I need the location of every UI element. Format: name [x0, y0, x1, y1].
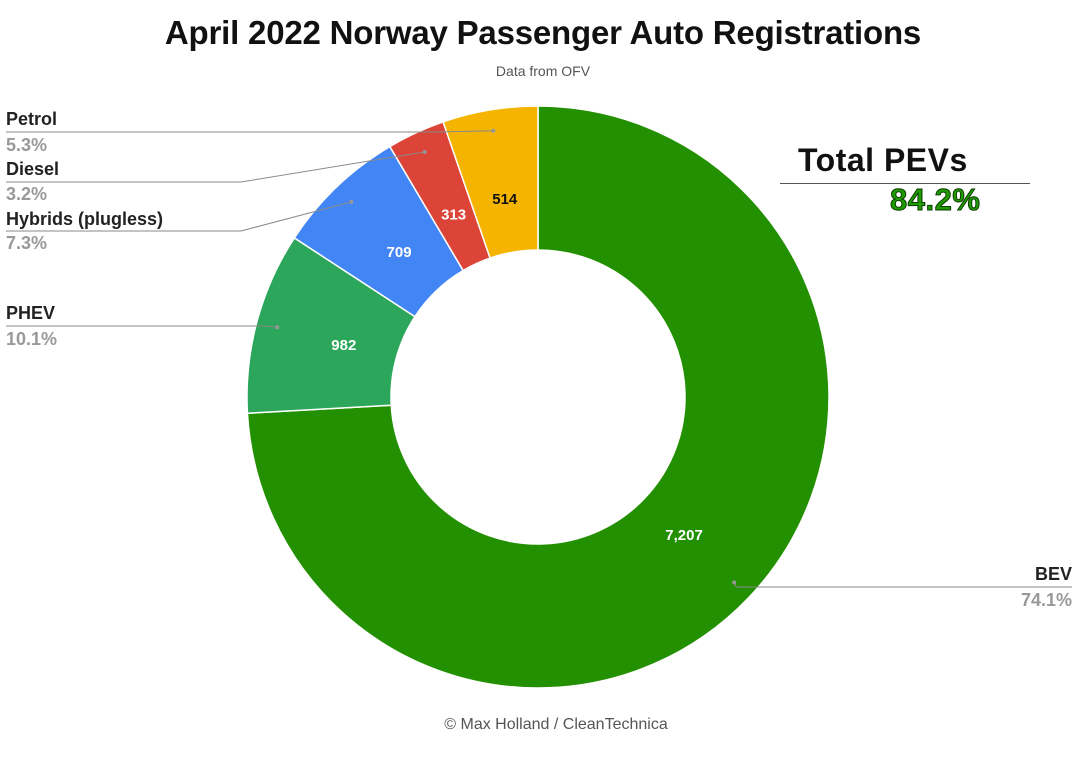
legend-percent-diesel: 3.2% [6, 184, 47, 204]
leader-line-petrol [6, 130, 494, 133]
chart-title: April 2022 Norway Passenger Auto Registr… [164, 14, 922, 51]
leader-line-hybrids-plugless [6, 201, 352, 232]
legend-labels: BEV 74.1% PHEV 10.1% Hybrids (plugless) 7.3% D… [6, 109, 1072, 610]
slice-value-labels: 7,207 982 709 313 514 [331, 191, 703, 544]
value-label-bev: 7,207 [665, 527, 703, 544]
value-label-petrol: 514 [492, 191, 518, 208]
legend-percent-petrol: 5.3% [6, 135, 47, 155]
footer-credit: © Max Holland / CleanTechnica [444, 716, 668, 733]
leader-line-diesel [6, 151, 425, 183]
value-label-phev: 982 [331, 337, 356, 354]
total-pev-label: Total PEVs [798, 142, 968, 178]
chart-subtitle: Data from OFV [495, 63, 591, 79]
legend-name-bev: BEV [1035, 564, 1072, 584]
leader-line-phev [6, 325, 278, 328]
legend-percent-phev: 10.1% [6, 329, 57, 349]
legend-percent-hybrids-plugless: 7.3% [6, 233, 47, 253]
leader-line-bev [733, 582, 1072, 588]
slice-petrol [442, 105, 539, 259]
value-label-diesel: 313 [441, 207, 466, 224]
slice-bev [246, 105, 830, 689]
total-pev-value: 84.2% [889, 182, 981, 218]
legend-leader-lines [6, 128, 1072, 588]
donut-slices [246, 105, 830, 689]
legend-percent-bev: 74.1% [1021, 590, 1072, 610]
total-pev-divider [780, 183, 1030, 184]
legend-name-petrol: Petrol [6, 109, 57, 129]
legend-name-phev: PHEV [6, 303, 55, 323]
legend-name-hybrids-plugless: Hybrids (plugless) [6, 209, 163, 229]
value-label-hybrids-plugless: 709 [387, 244, 412, 261]
legend-name-diesel: Diesel [6, 159, 59, 179]
